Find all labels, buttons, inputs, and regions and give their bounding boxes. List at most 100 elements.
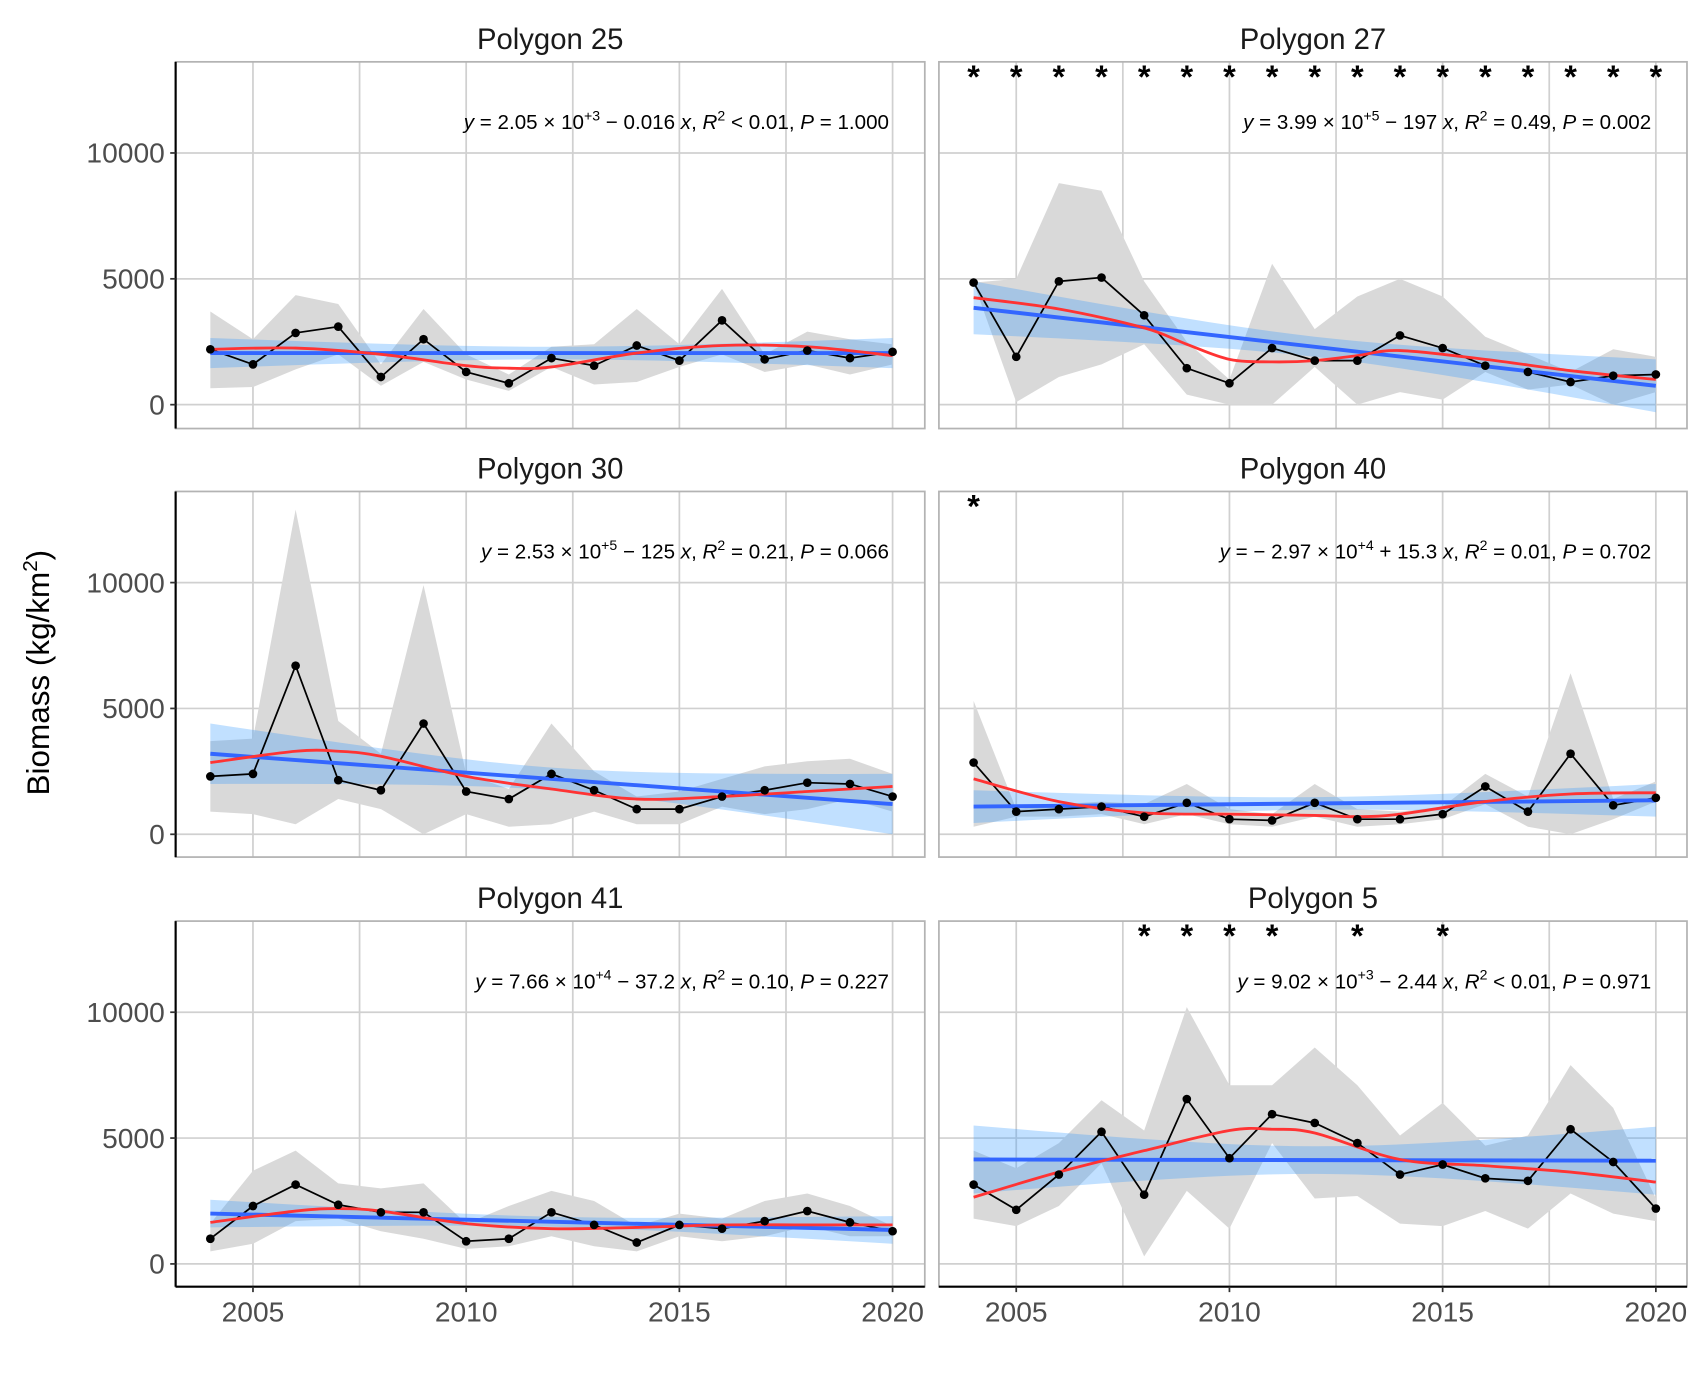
data-point [1310, 356, 1320, 365]
equation-p-label: P [800, 111, 814, 134]
data-point [291, 328, 300, 338]
loess-curve [973, 296, 1656, 381]
equation-r-exp: 2 [1480, 107, 1488, 123]
data-point [1097, 273, 1106, 282]
equation-r-exp: 2 [1480, 967, 1488, 983]
equation-exponent: +4 [1358, 537, 1374, 553]
data-point [717, 792, 727, 801]
equation-slope: − 0.016 [606, 111, 675, 134]
y-tick-label: 5000 [102, 1122, 165, 1154]
equation-x: x [680, 541, 692, 564]
equation-intercept: − 2.97 [1253, 541, 1311, 564]
equation-x: x [680, 111, 692, 134]
equation-exponent: +3 [584, 107, 600, 123]
loess-curve [973, 1126, 1657, 1199]
equation-y: y [473, 970, 487, 993]
significance-asterisk: * [1053, 59, 1066, 95]
equation-p: 0.971 [1600, 970, 1652, 993]
data-point [632, 1238, 642, 1247]
significance-asterisk: * [1351, 59, 1364, 95]
range-ribbon [973, 183, 1656, 405]
y-tick-label: 5000 [102, 263, 165, 295]
data-point [675, 356, 684, 365]
data-point [419, 719, 428, 728]
data-point [1054, 804, 1064, 814]
data-point [547, 1207, 556, 1217]
data-point [1182, 1094, 1192, 1104]
equation-r2: 0.21 [749, 541, 789, 564]
loess-curve [210, 748, 893, 801]
data-point [1608, 801, 1618, 810]
y-axis-label: Biomass (kg/km2) [19, 550, 56, 796]
equation-r2: 0.49 [1511, 111, 1551, 134]
data-point [1651, 370, 1661, 379]
lm-fit-line [210, 751, 893, 807]
data-point [1395, 1170, 1405, 1179]
equation-times: × 10 [1323, 111, 1364, 134]
equation-times: × 10 [543, 111, 584, 134]
regression-equation: y = 2.53 × 10+5 − 125 x, R2 = 0.21, P = … [479, 537, 889, 564]
significance-asterisk: * [1095, 59, 1108, 95]
data-point [1182, 363, 1192, 373]
data-point [461, 787, 471, 796]
loess-curve [210, 1207, 893, 1231]
lm-fit-line [210, 1211, 893, 1232]
data-point [845, 353, 855, 363]
equation-r2-op: = [1493, 111, 1505, 134]
y-tick-label: 0 [149, 1248, 165, 1280]
data-point [1566, 749, 1575, 759]
data-point [1480, 1173, 1490, 1183]
panel-polygon-27: Polygon 27* * * * * * * * * * * * * * * * *y = 3.99 × 10… [938, 23, 1688, 430]
data-point [1438, 343, 1447, 353]
x-tick-label: 2020 [1625, 1295, 1688, 1327]
data-point [333, 322, 343, 331]
data-point [205, 1234, 215, 1244]
lm-fit-line [973, 1157, 1656, 1163]
data-point [461, 367, 471, 377]
x-tick-label: 2015 [1411, 1295, 1474, 1327]
equation-slope: − 37.2 [617, 970, 675, 993]
x-tick-label: 2015 [648, 1295, 711, 1327]
equation-r2-op: = [731, 970, 743, 993]
data-point [1651, 1204, 1661, 1213]
data-point [888, 347, 897, 357]
equation-intercept: 2.53 [515, 541, 555, 564]
significance-asterisk: * [1223, 918, 1236, 954]
data-point [1608, 371, 1618, 381]
equation-slope: − 2.44 [1379, 970, 1437, 993]
significance-asterisk: * [1180, 59, 1193, 95]
panel-polygon-41: Polygon 41 y = 7.66 × 10+4 − 37.2 x, R2 =… [86, 882, 926, 1327]
equation-y: y [1235, 970, 1249, 993]
data-point [504, 1234, 514, 1244]
significance-asterisk: * [1266, 59, 1279, 95]
facet-panels: Polygon 25 y = 2.05 × 10+3 − 0.016 x, R2 … [86, 23, 1688, 1327]
loess-curve [973, 777, 1656, 819]
data-point [1225, 814, 1234, 824]
data-point [376, 785, 386, 795]
data-point [1523, 1176, 1533, 1186]
equation-p: 0.702 [1600, 541, 1652, 564]
equation-r: R [1465, 541, 1480, 564]
equation-r2: 0.01 [1511, 541, 1551, 564]
data-point [504, 794, 514, 804]
data-point [845, 779, 855, 789]
data-point [1225, 1153, 1234, 1163]
panel-title: Polygon 30 [477, 452, 623, 485]
panel-polygon-40: Polygon 40 * y = − 2.97 × 10+4 + 15.3 x, R… [938, 452, 1688, 858]
range-ribbon [210, 288, 893, 391]
panel-border [938, 490, 1688, 858]
equation-r2: 0.01 [749, 111, 789, 134]
data-point [632, 341, 642, 350]
y-tick-label: 0 [149, 818, 165, 850]
data-point [1054, 276, 1064, 286]
equation-r2-op: = [731, 541, 743, 564]
data-point [632, 804, 642, 814]
data-point [760, 1216, 770, 1226]
regression-equation: y = 9.02 × 10+3 − 2.44 x, R2 < 0.01, P =… [1235, 967, 1651, 994]
data-point [248, 1201, 258, 1211]
range-ribbon [973, 673, 1656, 835]
equation-r2-op: = [1493, 541, 1505, 564]
equation-r: R [1465, 970, 1480, 993]
equation-times: × 10 [555, 970, 596, 993]
